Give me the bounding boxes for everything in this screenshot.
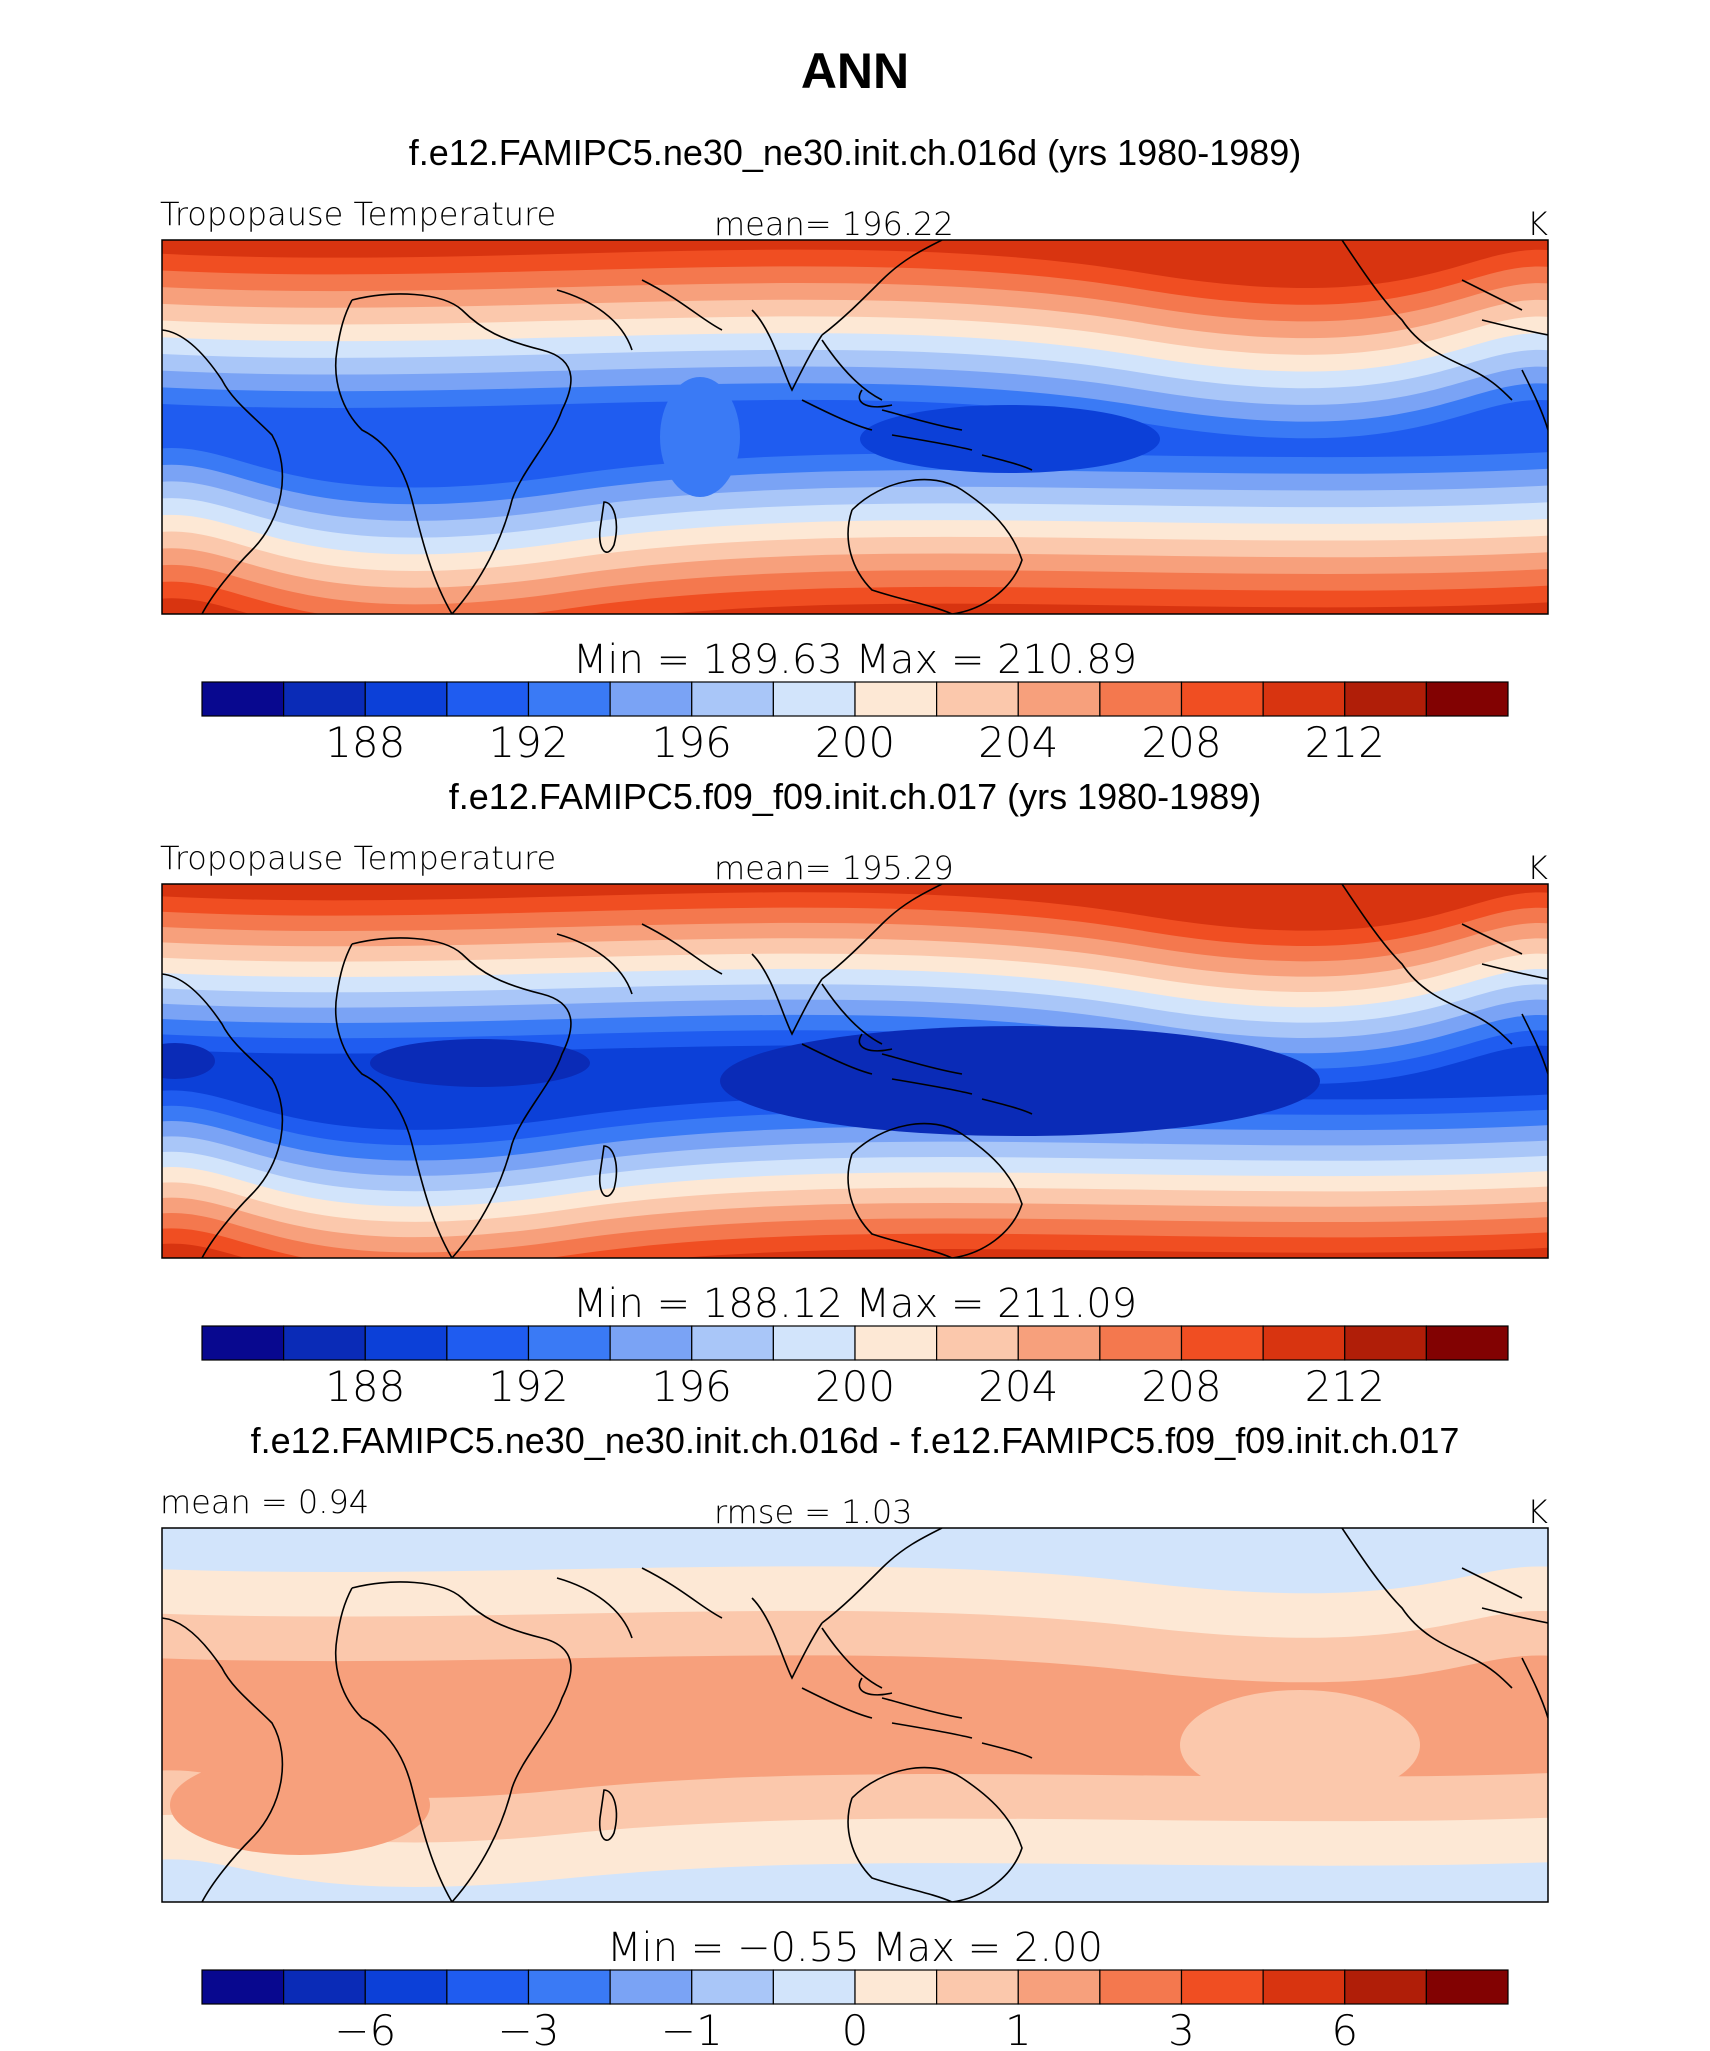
colorbar-tick: 188 (325, 1362, 405, 1411)
left-label: Tropopause Temperature (160, 195, 556, 233)
colorbar-tick: 204 (978, 1362, 1058, 1411)
colorbar-swatch (1017, 1969, 1101, 2005)
units-label: K (1527, 205, 1548, 243)
colorbar-swatch (446, 1969, 530, 2005)
colorbar-swatch (1425, 681, 1509, 717)
colorbar-swatch (772, 681, 856, 717)
colorbar-tick: 188 (325, 718, 405, 767)
map-frame (161, 883, 1549, 1259)
colorbar-swatch (1344, 1325, 1427, 1361)
left-label: mean = 0.94 (160, 1483, 369, 1521)
colorbar-swatch (691, 681, 774, 717)
colorbar-swatch (527, 681, 611, 717)
colorbar-swatch (201, 1325, 285, 1361)
colorbar-swatch (1425, 1969, 1509, 2005)
colorbar-tick: −1 (661, 2006, 723, 2051)
colorbar-swatch (527, 1969, 611, 2005)
colorbar-swatch (527, 1325, 611, 1361)
colorbar-swatch (1099, 681, 1183, 717)
colorbar-tick: 192 (488, 718, 568, 767)
colorbar-swatch (1099, 1969, 1183, 2005)
colorbar-tick: 212 (1305, 1362, 1385, 1411)
colorbar-tick: 196 (652, 718, 732, 767)
colorbar-swatch (1017, 681, 1101, 717)
colorbar-swatch (1180, 1325, 1264, 1361)
colorbar-tick: 192 (488, 1362, 568, 1411)
units-label: K (1527, 1493, 1548, 1531)
colorbar-swatch (364, 1325, 448, 1361)
colorbar-tick: 196 (652, 1362, 732, 1411)
map-frame (161, 239, 1549, 615)
colorbar-tick: 200 (815, 1362, 895, 1411)
colorbar-tick: 200 (815, 718, 895, 767)
colorbar-tick: −6 (334, 2006, 396, 2051)
colorbar-swatch (283, 1969, 366, 2005)
colorbar-swatch (201, 1969, 285, 2005)
colorbar: 188 192 196 200 204 208 212 (201, 1325, 1509, 1411)
min-max-label: Min = −0.55 Max = 2.00 (607, 1925, 1103, 1971)
colorbar-swatch (1262, 1969, 1346, 2005)
colorbar-swatch (691, 1325, 774, 1361)
center-label: mean= 195.29 (714, 849, 954, 887)
colorbar-tick: 208 (1141, 718, 1221, 767)
map-field (162, 240, 1548, 614)
center-label: rmse = 1.03 (714, 1493, 913, 1531)
colorbar-tick: 6 (1331, 2006, 1358, 2051)
map-field (162, 1528, 1548, 1902)
colorbar-swatch (772, 1969, 856, 2005)
map-frame (161, 1527, 1549, 1903)
colorbar-swatch (1344, 681, 1427, 717)
colorbar-tick: 208 (1141, 1362, 1221, 1411)
colorbar-swatch (1017, 1325, 1101, 1361)
colorbar-swatch (364, 681, 448, 717)
center-label: mean= 196.22 (714, 205, 954, 243)
colorbar-swatch (854, 1325, 938, 1361)
panel-title: f.e12.FAMIPC5.ne30_ne30.init.ch.016d - f… (251, 1420, 1460, 1461)
units-label: K (1527, 849, 1548, 887)
colorbar-swatch (1262, 681, 1346, 717)
colorbar: −6 −3 −1 0 1 3 6 (201, 1969, 1509, 2051)
figure-title: ANN (801, 43, 909, 99)
colorbar-swatch (936, 1325, 1019, 1361)
panel-2: f.e12.FAMIPC5.f09_f09.init.ch.017 (yrs 1… (160, 776, 1549, 1411)
colorbar-swatch (1180, 1969, 1264, 2005)
colorbar-swatch (691, 1969, 774, 2005)
panel-title: f.e12.FAMIPC5.ne30_ne30.init.ch.016d (yr… (409, 132, 1302, 173)
colorbar-swatch (201, 681, 285, 717)
colorbar-swatch (1344, 1969, 1427, 2005)
panel-1: f.e12.FAMIPC5.ne30_ne30.init.ch.016d (yr… (160, 132, 1549, 767)
panel-3: f.e12.FAMIPC5.ne30_ne30.init.ch.016d - f… (160, 1420, 1549, 2051)
colorbar-swatch (1425, 1325, 1509, 1361)
colorbar-swatch (446, 681, 530, 717)
colorbar-swatch (1099, 1325, 1183, 1361)
min-max-label: Min = 188.12 Max = 211.09 (573, 1281, 1137, 1327)
colorbar-tick: 212 (1305, 718, 1385, 767)
colorbar-tick: 0 (842, 2006, 869, 2051)
colorbar-swatch (283, 1325, 366, 1361)
colorbar-swatch (283, 681, 366, 717)
colorbar-tick: 3 (1168, 2006, 1195, 2051)
map-field (162, 884, 1548, 1258)
colorbar-tick: 1 (1005, 2006, 1032, 2051)
colorbar-swatch (936, 1969, 1019, 2005)
panels: f.e12.FAMIPC5.ne30_ne30.init.ch.016d (yr… (160, 132, 1549, 2051)
colorbar-swatch (936, 681, 1019, 717)
colorbar-swatch (854, 1969, 938, 2005)
colorbar-swatch (446, 1325, 530, 1361)
colorbar-swatch (1180, 681, 1264, 717)
colorbar-swatch (609, 1969, 693, 2005)
colorbar-swatch (854, 681, 938, 717)
panel-title: f.e12.FAMIPC5.f09_f09.init.ch.017 (yrs 1… (449, 776, 1261, 817)
colorbar: 188 192 196 200 204 208 212 (201, 681, 1509, 767)
colorbar-swatch (364, 1969, 448, 2005)
colorbar-swatch (609, 681, 693, 717)
left-label: Tropopause Temperature (160, 839, 556, 877)
colorbar-tick: 204 (978, 718, 1058, 767)
min-max-label: Min = 189.63 Max = 210.89 (573, 637, 1137, 683)
colorbar-swatch (1262, 1325, 1346, 1361)
colorbar-tick: −3 (498, 2006, 560, 2051)
colorbar-swatch (772, 1325, 856, 1361)
colorbar-swatch (609, 1325, 693, 1361)
